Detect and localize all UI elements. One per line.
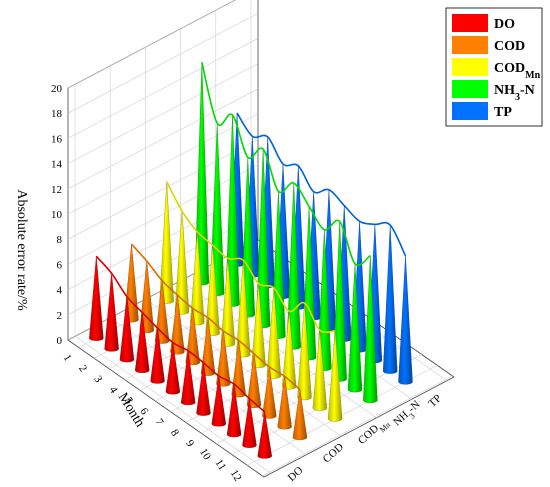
legend-label: CODMn [494,61,541,81]
cone-CODMn-12 [327,330,343,422]
grid-line [67,0,236,89]
cone-DO-12 [257,411,272,459]
cone-DO-4 [135,312,150,373]
cone-DO-1 [89,256,104,341]
cone-COD-9 [246,353,262,408]
cone-CODMn-11 [312,330,328,411]
y-tick-label: 4 [57,285,63,297]
x-tick-label: 6 [137,406,150,417]
cone-DO-10 [226,384,242,438]
x-tick-label: 2 [76,363,89,374]
x-tick-label: 11 [212,457,228,472]
legend-swatch [452,36,488,54]
series-curve-TP [236,112,407,257]
series-tick-label: TP [426,392,444,410]
cone-COD-7 [216,330,231,387]
cone-NH3-N-12 [363,255,378,404]
cone-COD-4 [170,295,185,355]
x-tick-label: 4 [107,385,120,396]
series-tick-label: NH3-N [391,398,425,431]
series-tick-label: CODMn [356,415,392,450]
cone-DO-2 [104,273,119,352]
y-tick-label: 10 [51,209,63,221]
chart-cones [89,62,413,459]
y-tick-label: 18 [51,108,63,120]
cone-DO-3 [119,296,135,363]
cone-TP-12 [398,255,413,385]
y-tick-label: 2 [57,310,63,322]
cone-DO-8 [196,362,211,416]
cone-TP-11 [382,225,398,374]
grid-line [67,63,259,164]
grid-line [67,12,259,114]
legend-label: COD [494,39,525,54]
x-tick-label: 10 [197,446,213,462]
series-curve-COD [130,243,301,391]
grid-line [262,375,453,477]
cone-DO-9 [211,375,227,427]
series-curve-DO [95,255,266,413]
cone-DO-7 [180,350,196,406]
y-tick-label: 16 [51,133,63,145]
y-tick-label: 0 [57,335,63,347]
series-curve-NH3-N [201,61,371,266]
legend-swatch [452,14,488,32]
cone-DO-6 [165,342,181,395]
y-tick-label: 12 [51,184,62,196]
grid-line [67,113,259,215]
y-axis-title: Absolute error rate/% [14,189,29,311]
legend-label: NH3-N [494,83,535,103]
grid-line [67,138,259,240]
cone-DO-5 [150,328,165,384]
grid-line [67,164,259,265]
cone-COD-10 [262,366,277,419]
y-tick-label: 8 [57,234,63,246]
y-tick-label: 6 [57,259,63,271]
cone-CODMn-10 [297,303,312,401]
legend-swatch [452,80,488,98]
chart-curves [95,61,407,413]
legend-label: DO [494,17,515,32]
cone-CODMn-8 [266,287,282,379]
x-tick-label: 3 [91,374,104,385]
x-tick-label: 5 [122,395,135,406]
x-tick-label: 7 [153,417,166,428]
y-tick-label: 14 [51,159,63,171]
x-tick-label: 12 [228,468,244,484]
grid-line [67,88,259,190]
cone-DO-11 [242,398,257,448]
y-tick-label: 20 [51,83,63,95]
grid-line [74,336,272,474]
series-tick-label: COD [321,441,346,465]
series-tick-label: DO [286,464,306,484]
legend-swatch [452,102,488,120]
x-tick-label: 1 [61,352,74,363]
grid-line [67,189,259,290]
cone-COD-11 [277,376,292,430]
legend-swatch [452,58,488,76]
x-tick-label: 9 [183,438,196,449]
legend-label: TP [494,105,512,120]
series-curve-CODMn [165,181,336,334]
cone-COD-12 [292,389,308,441]
grid-line [67,38,259,139]
x-tick-label: 8 [168,427,181,438]
cone-NH3-N-11 [347,263,363,393]
